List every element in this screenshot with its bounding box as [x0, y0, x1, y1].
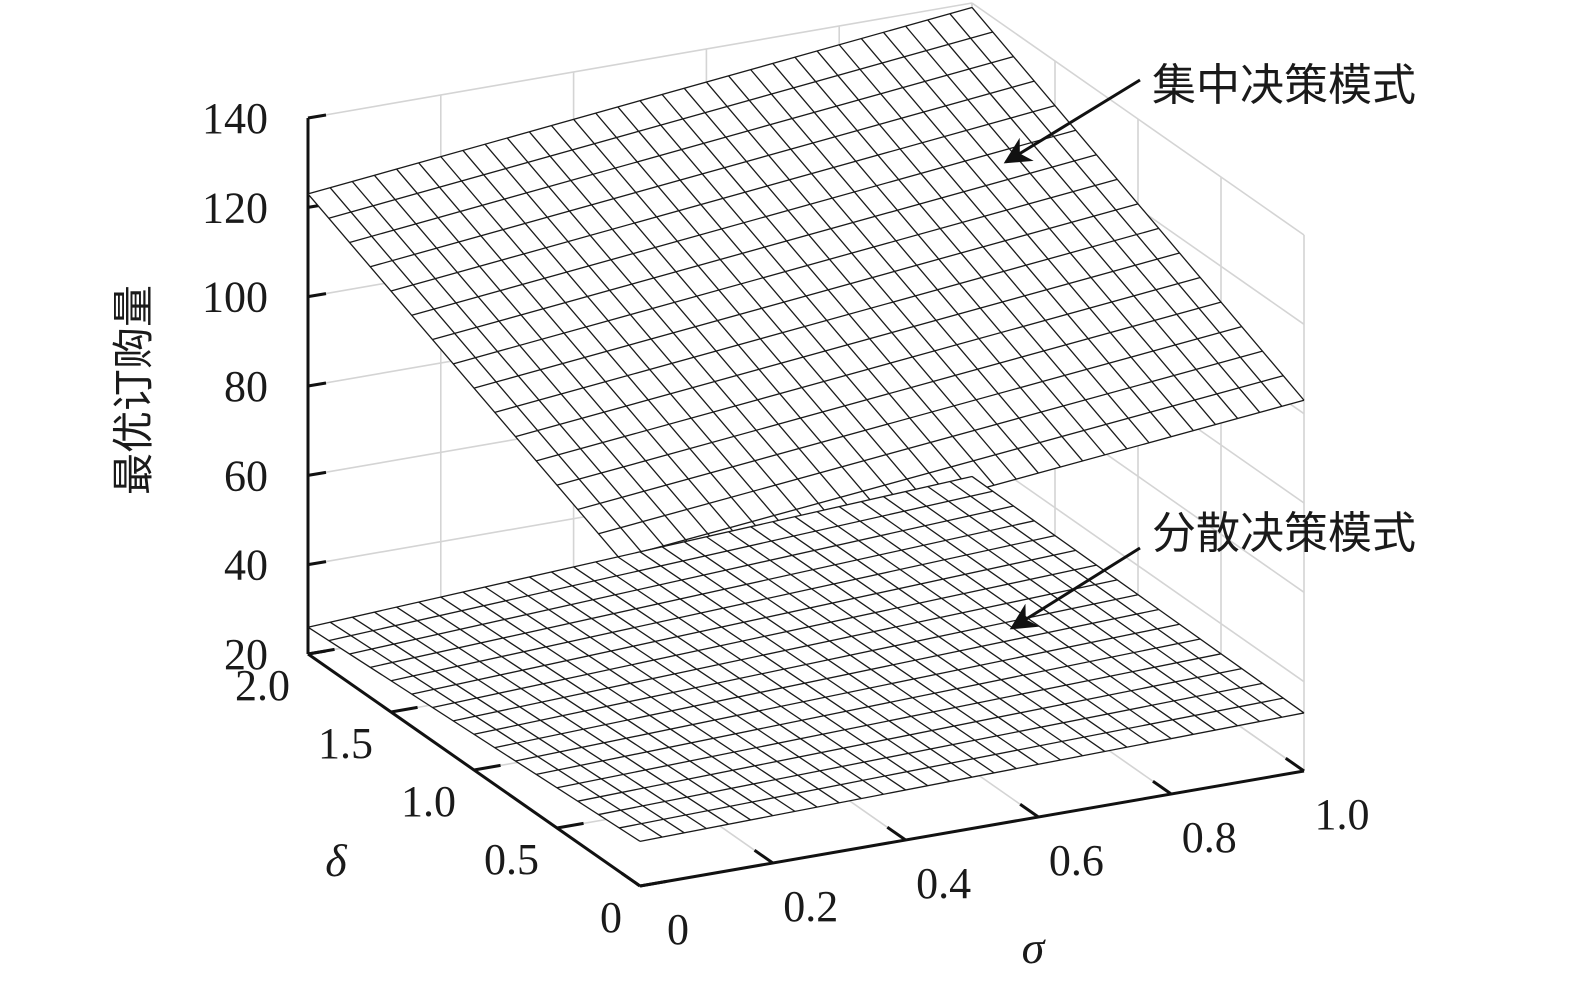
axes [306, 113, 1305, 888]
x-tick [620, 872, 641, 888]
z-tick-label: 20 [224, 630, 268, 679]
annotation-arrow [1003, 78, 1141, 164]
surface-mesh-line [390, 105, 1056, 292]
x-axis-line [639, 769, 1305, 888]
y-tick-label: 0.5 [484, 835, 539, 884]
z-tick-label: 120 [202, 183, 268, 232]
z-tick-label: 100 [202, 273, 268, 322]
y-tick-label: 1.0 [401, 777, 456, 826]
surface-mesh-line [556, 653, 1222, 789]
x-tick-label: 0 [667, 905, 689, 954]
surface-mesh-line [577, 325, 1242, 511]
surface-mesh-line [515, 623, 1180, 762]
annotation-centralized: 集中决策模式 [1152, 60, 1416, 111]
surface-mesh-line [556, 301, 1222, 486]
surface-mesh-line [411, 549, 1076, 695]
y-tick-label: 1.5 [318, 719, 373, 768]
y-tick [639, 879, 667, 888]
z-tick-label: 60 [224, 451, 268, 500]
surface-mesh-line [453, 178, 1118, 365]
annotation-arrow [1009, 546, 1141, 630]
y-tick [473, 763, 501, 772]
surface-mesh-line [619, 375, 1284, 559]
y-tick [556, 821, 584, 830]
y-axis-label: δ [325, 835, 347, 886]
surface-mesh-line [536, 276, 1201, 462]
surface-mesh-line [411, 129, 1076, 316]
surface-mesh-line [307, 475, 973, 628]
surface-mesh-line [349, 505, 1014, 655]
surface-mesh-line [473, 203, 1139, 389]
surface-mesh-line [328, 31, 993, 219]
x-tick-label: 0.2 [783, 882, 838, 931]
surface-mesh-line [370, 80, 1035, 268]
surface-mesh-line [577, 667, 1242, 802]
x-tick [886, 826, 907, 842]
z-axis-label: 最优订购量 [109, 285, 158, 495]
labels: 0 0.2 0.4 0.6 0.8 1.0 0 0.5 1.0 1.5 2.020 40 60 80 100… [202, 78, 1370, 954]
surface-mesh-line [494, 608, 1159, 749]
surface-mesh-line [370, 520, 1035, 668]
annotation-decentralized: 分散决策模式 [1152, 508, 1416, 559]
z-tick-label: 140 [202, 94, 268, 143]
surface-mesh-line [349, 55, 1014, 244]
x-tick-label: 1.0 [1315, 790, 1370, 839]
surface-mesh-line [453, 579, 1118, 722]
surface-mesh-line [432, 154, 1097, 341]
z-tick [307, 560, 327, 567]
x-tick-label: 0.6 [1049, 836, 1104, 885]
surface-mesh-line [515, 252, 1180, 438]
z-tick-label: 40 [224, 541, 268, 590]
surface-mesh-line [639, 712, 1305, 842]
grid-back-horizontal [307, 2, 973, 119]
z-tick [307, 381, 327, 388]
y-tick-label: 2.0 [235, 661, 290, 710]
surface-mesh-line [536, 638, 1201, 776]
x-tick-label: 0.4 [916, 859, 971, 908]
x-tick [1019, 803, 1040, 819]
surfaces [307, 6, 1305, 842]
surface-mesh-line [307, 6, 973, 195]
z-tick [307, 470, 327, 477]
surface-mesh-line [328, 490, 993, 642]
x-tick [1152, 780, 1173, 796]
y-tick [390, 705, 418, 714]
z-tick [307, 649, 327, 656]
x-axis-label: σ [1022, 922, 1047, 973]
surface-centralized [307, 6, 1305, 583]
surface-mesh-line [432, 564, 1097, 709]
surface-mesh-line [598, 350, 1263, 535]
surface-mesh-line [619, 697, 1284, 829]
surface-decentralized [307, 475, 1305, 842]
x-tick-label: 0.8 [1182, 813, 1237, 862]
z-tick [307, 113, 327, 120]
y-tick-label: 0 [600, 893, 622, 942]
x-tick [1284, 757, 1305, 773]
z-tick [307, 292, 327, 299]
surface-mesh-line [390, 534, 1056, 682]
z-tick-label: 80 [224, 362, 268, 411]
surface-mesh-line [598, 682, 1263, 816]
x-tick [753, 849, 774, 865]
surface-mesh-line [494, 227, 1159, 413]
